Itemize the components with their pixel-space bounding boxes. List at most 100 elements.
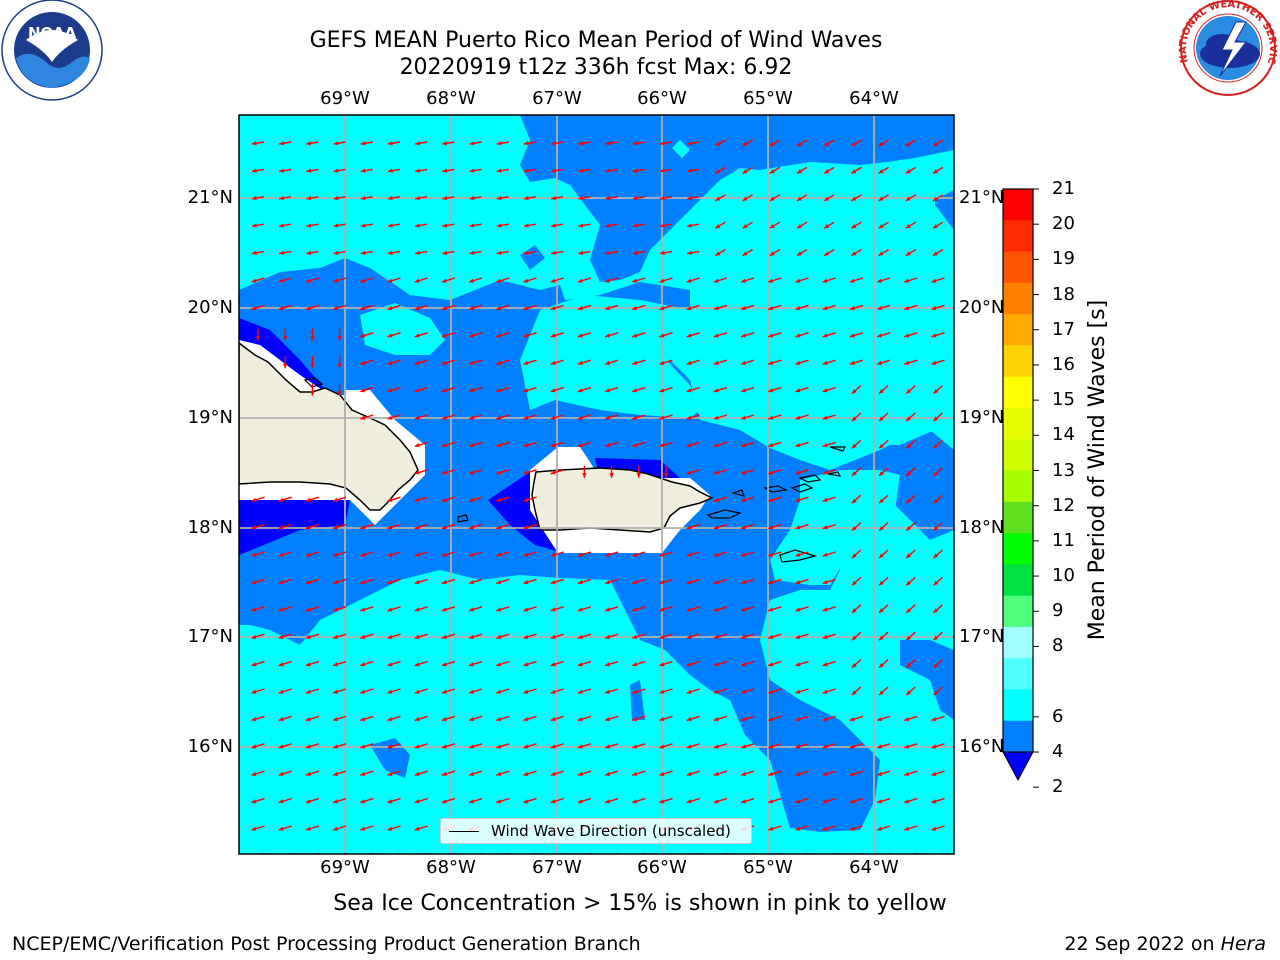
wave-direction-arrowhead bbox=[686, 333, 692, 338]
wave-direction-arrowhead bbox=[469, 662, 475, 667]
wave-direction-arrowhead bbox=[713, 689, 719, 694]
wave-direction-arrowhead bbox=[795, 607, 801, 612]
wave-direction-arrowhead bbox=[360, 141, 366, 146]
wave-direction-arrowhead bbox=[931, 305, 937, 311]
wave-direction-arrowhead bbox=[849, 305, 855, 311]
wave-direction-arrowhead bbox=[824, 169, 830, 174]
wave-direction-arrowhead bbox=[550, 388, 556, 393]
wave-direction-arrowhead bbox=[933, 662, 939, 668]
wave-direction-arrowhead bbox=[550, 552, 556, 557]
wave-direction-arrowhead bbox=[441, 771, 447, 776]
wave-direction-arrowhead bbox=[414, 689, 420, 694]
wave-direction-arrowhead bbox=[904, 771, 910, 776]
wave-direction-arrowhead bbox=[877, 771, 883, 776]
wave-direction-arrowhead bbox=[441, 552, 447, 557]
wave-direction-arrowhead bbox=[414, 552, 420, 557]
wave-direction-arrowhead bbox=[251, 716, 257, 722]
wave-direction-arrowhead bbox=[741, 333, 747, 338]
wave-direction-arrowhead bbox=[550, 360, 556, 365]
longitude-tick-label: 68°W bbox=[426, 857, 476, 878]
wave-direction-arrowhead bbox=[768, 689, 774, 694]
wave-direction-arrowhead bbox=[768, 716, 774, 722]
wave-direction-arrowhead bbox=[686, 442, 692, 448]
wave-direction-arrowhead bbox=[877, 744, 883, 749]
wave-direction-arrowhead bbox=[414, 278, 420, 283]
colorbar-tick-label: 10 bbox=[1052, 565, 1075, 587]
map-gridlines bbox=[239, 115, 954, 854]
wave-direction-arrowhead bbox=[414, 360, 420, 365]
wave-direction-arrowhead bbox=[822, 689, 828, 694]
wave-direction-arrowhead bbox=[550, 470, 556, 475]
wave-direction-arrowhead bbox=[415, 141, 420, 146]
wave-direction-arrowhead bbox=[636, 473, 641, 478]
wind-wave-direction-arrows bbox=[251, 139, 945, 854]
wave-direction-arrowhead bbox=[849, 360, 855, 365]
chart-subtitle: 20220919 t12z 336h fcst Max: 6.92 bbox=[399, 55, 793, 80]
wave-direction-arrowhead bbox=[906, 443, 912, 449]
longitude-tick-label: 64°W bbox=[849, 857, 899, 878]
wave-direction-arrowhead bbox=[496, 250, 502, 256]
wave-direction-arrowhead bbox=[305, 826, 311, 831]
wave-direction-arrowhead bbox=[849, 744, 855, 749]
wave-direction-arrowhead bbox=[578, 223, 584, 228]
wave-direction-arrowhead bbox=[577, 771, 583, 776]
wave-direction-arrowhead bbox=[523, 799, 529, 804]
wave-direction-arrowhead bbox=[442, 250, 448, 256]
wave-direction-arrowhead bbox=[659, 579, 665, 585]
wave-direction-arrowhead bbox=[768, 607, 774, 612]
wave-direction-arrowhead bbox=[305, 607, 311, 612]
wave-direction-arrowhead bbox=[283, 336, 288, 341]
wave-direction-arrowhead bbox=[795, 662, 801, 667]
wave-direction-arrowhead bbox=[632, 552, 638, 557]
wave-direction-arrowhead bbox=[251, 662, 257, 667]
colorbar-segment bbox=[1003, 251, 1033, 284]
wave-direction-arrowhead bbox=[524, 195, 529, 201]
wave-direction-arrowhead bbox=[878, 224, 884, 229]
colorbar-segment bbox=[1003, 220, 1033, 253]
wave-direction-arrowhead bbox=[278, 552, 284, 557]
wave-direction-arrowhead bbox=[632, 141, 638, 146]
latitude-tick-label: 19°N bbox=[959, 407, 1005, 428]
wave-direction-arrowhead bbox=[822, 716, 828, 722]
wave-direction-arrowhead bbox=[442, 141, 448, 146]
colorbar-segment bbox=[1003, 564, 1033, 597]
wave-direction-arrowhead bbox=[741, 771, 747, 776]
wave-direction-arrowhead bbox=[278, 826, 284, 831]
wave-direction-arrowhead bbox=[577, 442, 583, 448]
wave-direction-arrowhead bbox=[279, 141, 284, 146]
wave-direction-arrowhead bbox=[687, 250, 692, 256]
colorbar-segment bbox=[1003, 533, 1033, 565]
colorbar-tick-label: 18 bbox=[1052, 283, 1075, 305]
wave-direction-arrowhead bbox=[795, 470, 801, 475]
wave-direction-arrowhead bbox=[632, 415, 638, 420]
wave-direction-arrowhead bbox=[252, 168, 257, 173]
wave-direction-arrowhead bbox=[388, 168, 393, 173]
wave-direction-arrowhead bbox=[851, 443, 857, 449]
wave-direction-arrowhead bbox=[906, 635, 912, 641]
wave-direction-arrowhead bbox=[278, 579, 284, 585]
wave-direction-arrowhead bbox=[524, 250, 529, 256]
wave-direction-arrowhead bbox=[414, 333, 420, 338]
wave-direction-arrowhead bbox=[659, 689, 665, 694]
wave-direction-arrowhead bbox=[659, 278, 665, 283]
wave-direction-arrowhead bbox=[305, 716, 311, 722]
wave-direction-arrowhead bbox=[577, 415, 583, 420]
wave-direction-arrowhead bbox=[414, 497, 420, 502]
wave-direction-arrowhead bbox=[713, 278, 719, 283]
wave-direction-arrowhead bbox=[768, 579, 774, 585]
latitude-tick-label: 17°N bbox=[187, 626, 233, 647]
longitude-tick-label: 67°W bbox=[532, 88, 582, 109]
wave-direction-arrowhead bbox=[360, 250, 366, 256]
latitude-tick-label: 18°N bbox=[959, 517, 1005, 538]
wave-direction-arrowhead bbox=[333, 662, 339, 667]
wave-direction-arrowhead bbox=[310, 391, 315, 396]
wave-direction-arrowhead bbox=[822, 552, 828, 557]
wave-direction-arrowhead bbox=[387, 689, 393, 694]
chart-title: GEFS MEAN Puerto Rico Mean Period of Win… bbox=[309, 28, 883, 53]
longitude-tick-label: 67°W bbox=[532, 857, 582, 878]
wave-direction-arrowhead bbox=[877, 716, 883, 722]
wave-direction-arrowhead bbox=[849, 771, 855, 776]
wave-direction-arrowhead bbox=[933, 635, 939, 641]
wave-direction-arrowhead bbox=[877, 305, 883, 311]
